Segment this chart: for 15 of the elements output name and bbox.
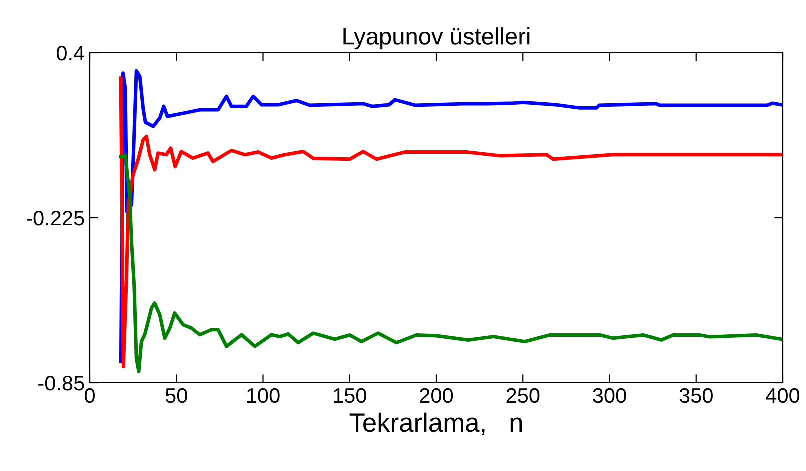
x-tick-label: 400 xyxy=(766,388,800,404)
y-tick-label: -0.225 xyxy=(27,211,84,226)
x-tick-label: 350 xyxy=(680,388,713,404)
x-tick-label: 0 xyxy=(85,388,95,404)
x-axis-title: Tekrarlama, n xyxy=(350,412,522,436)
line-series xyxy=(119,154,783,374)
x-tick-label: 50 xyxy=(166,388,188,404)
chart-title: Lyapunov üstelleri xyxy=(344,28,530,50)
x-tick-label: 150 xyxy=(334,388,366,404)
x-tick-label: 250 xyxy=(506,388,540,404)
y-tick-label: 0.4 xyxy=(56,46,85,61)
y-tick-label: -0.85 xyxy=(38,376,84,391)
x-tick-label: 200 xyxy=(420,388,454,404)
x-tick-label: 300 xyxy=(593,388,626,404)
x-tick-label: 100 xyxy=(247,388,280,404)
